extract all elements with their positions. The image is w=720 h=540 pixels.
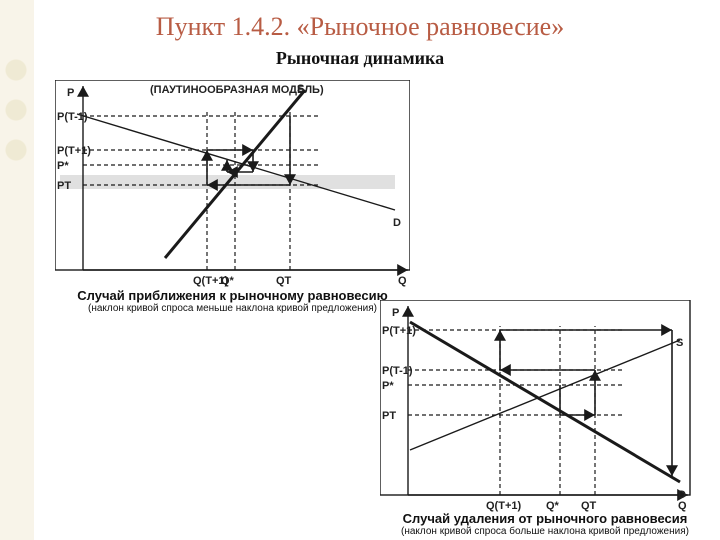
chart2-caption-main: Случай удаления от рыночного равновесия xyxy=(370,511,720,526)
page-subtitle: Рыночная динамика xyxy=(0,48,720,69)
svg-text:PT: PT xyxy=(57,180,71,192)
svg-text:Q*: Q* xyxy=(221,275,235,287)
slide-accent xyxy=(0,0,34,540)
svg-text:D: D xyxy=(393,217,401,229)
svg-text:P(T+1): P(T+1) xyxy=(57,145,91,157)
cobweb-chart-diverging: PQDSP(T+1)P(T-1)P*PTQ(T+1)Q*QT xyxy=(380,300,710,535)
cobweb-chart-converging: (ПАУТИНООБРАЗНАЯ МОДЕЛЬ)PQDSP(T-1)P(T+1)… xyxy=(55,80,410,295)
svg-text:P*: P* xyxy=(382,380,394,392)
svg-text:P: P xyxy=(392,307,399,319)
svg-text:P(T-1): P(T-1) xyxy=(57,111,88,123)
chart1-caption-sub: (наклон кривой спроса меньше наклона кри… xyxy=(45,303,420,314)
svg-text:QT: QT xyxy=(276,275,292,287)
svg-text:S: S xyxy=(297,83,304,95)
svg-text:Q: Q xyxy=(398,275,407,287)
svg-text:P(T-1): P(T-1) xyxy=(382,365,413,377)
svg-text:PT: PT xyxy=(382,410,396,422)
page-title: Пункт 1.4.2. «Рыночное равновесие» xyxy=(0,12,720,42)
svg-text:P(T+1): P(T+1) xyxy=(382,325,416,337)
chart2-caption-sub: (наклон кривой спроса больше наклона кри… xyxy=(370,526,720,537)
svg-text:D: D xyxy=(678,489,686,501)
svg-text:P: P xyxy=(67,87,74,99)
chart1-caption: Случай приближения к рыночному равновеси… xyxy=(45,288,420,314)
chart2-caption: Случай удаления от рыночного равновесия … xyxy=(370,511,720,537)
svg-text:P*: P* xyxy=(57,160,69,172)
chart1-caption-main: Случай приближения к рыночному равновеси… xyxy=(45,288,420,303)
svg-text:S: S xyxy=(676,337,683,349)
